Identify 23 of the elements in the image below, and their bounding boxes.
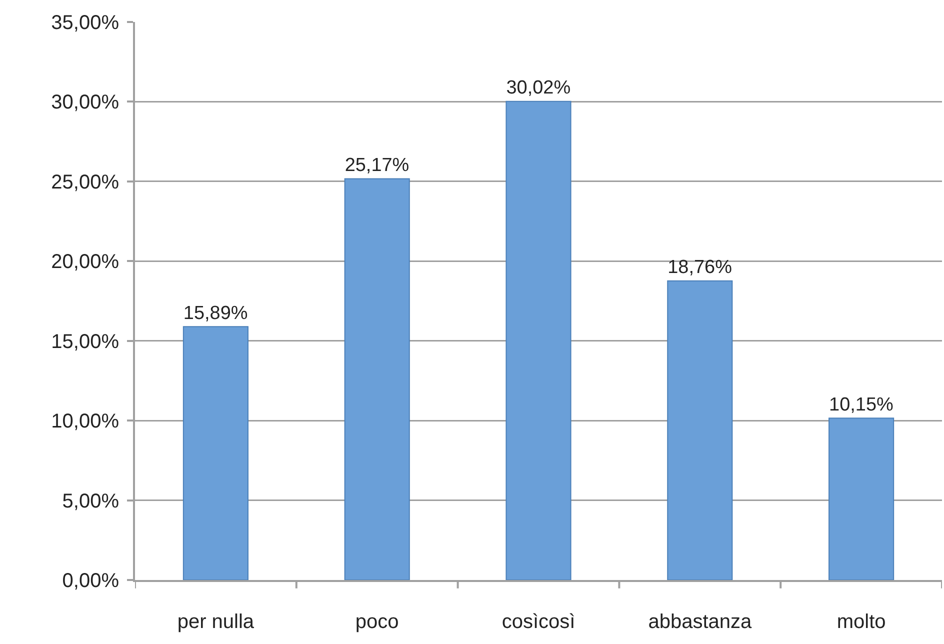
data-label: 18,76% [668,257,732,278]
data-label: 25,17% [344,154,410,176]
y-tick-label: 20,00% [51,251,120,274]
bar [828,418,894,580]
y-tick-label: 0,00% [62,570,120,592]
bar [182,326,248,580]
y-tick-label: 5,00% [62,490,120,512]
x-tick-label: abbastanza [648,611,752,633]
x-tick-label: molto [836,611,886,633]
y-tick-label: 35,00% [51,12,120,34]
bar [344,178,410,580]
data-label: 10,15% [829,394,894,416]
y-tick-label: 10,00% [51,410,120,433]
data-label: 30,02% [506,78,571,99]
x-tick-label: cosìcosì [502,611,576,633]
data-label: 15,89% [183,302,248,324]
x-tick-label: per nulla [177,611,255,633]
x-tick-label: poco [355,611,399,633]
bar [506,100,572,580]
y-tick-label: 30,00% [51,92,120,114]
y-tick-label: 15,00% [51,330,120,353]
bar [667,280,733,580]
y-tick-label: 25,00% [51,171,120,194]
